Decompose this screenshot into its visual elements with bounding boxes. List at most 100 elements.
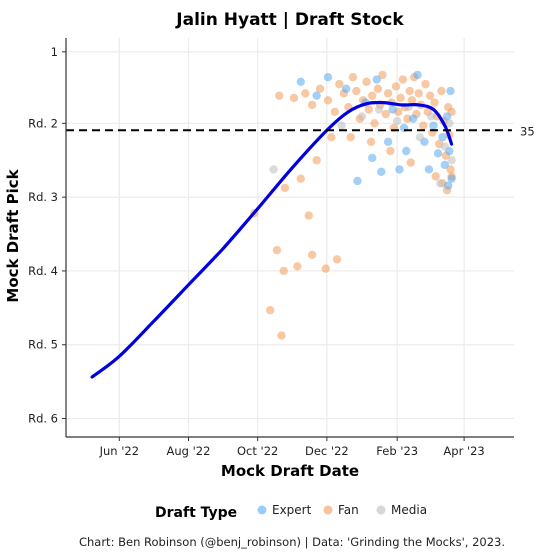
data-point-fan bbox=[335, 79, 344, 89]
legend-label-expert: Expert bbox=[272, 503, 312, 517]
data-point-fan bbox=[378, 70, 387, 80]
data-point-fan bbox=[405, 86, 414, 96]
data-point-media bbox=[440, 142, 450, 151]
data-point-fan bbox=[370, 119, 379, 128]
data-point-media bbox=[357, 112, 367, 121]
data-point-expert bbox=[323, 73, 333, 82]
x-tick-label: Apr '23 bbox=[443, 444, 484, 458]
data-point-fan bbox=[364, 105, 374, 114]
data-point-media bbox=[445, 119, 454, 128]
data-point-expert bbox=[353, 176, 362, 186]
data-point-expert bbox=[440, 160, 450, 170]
data-point-fan bbox=[373, 84, 383, 93]
data-point-fan bbox=[272, 245, 282, 255]
data-point-fan bbox=[398, 75, 408, 84]
x-tick-label: Feb '23 bbox=[376, 444, 418, 458]
data-point-fan bbox=[406, 158, 415, 167]
data-point-expert bbox=[447, 174, 456, 183]
x-tick-label: Oct '22 bbox=[237, 444, 278, 458]
data-point-fan bbox=[396, 93, 405, 103]
data-point-media bbox=[447, 156, 456, 165]
y-tick-label: Rd. 5 bbox=[28, 338, 58, 352]
data-point-expert bbox=[408, 114, 418, 123]
legend-key-fan bbox=[323, 505, 333, 515]
data-point-expert bbox=[383, 137, 393, 146]
data-point-expert bbox=[413, 70, 422, 80]
y-axis-title: Mock Draft Pick bbox=[4, 168, 22, 302]
data-point-expert bbox=[402, 146, 411, 156]
data-point-fan bbox=[425, 91, 435, 100]
data-point-fan bbox=[431, 172, 440, 181]
data-point-expert bbox=[395, 165, 404, 174]
data-point-fan bbox=[391, 82, 401, 91]
data-point-media bbox=[415, 132, 425, 142]
data-point-fan bbox=[265, 305, 275, 315]
scatter-points bbox=[250, 70, 456, 340]
y-tick-label: 1 bbox=[51, 45, 58, 59]
y-tick-label: Rd. 4 bbox=[28, 264, 58, 278]
reference-line-layer: 35 bbox=[66, 124, 535, 138]
data-point-fan bbox=[362, 77, 371, 87]
data-point-expert bbox=[442, 112, 452, 121]
data-point-fan bbox=[321, 264, 330, 273]
data-point-fan bbox=[332, 255, 342, 264]
data-point-expert bbox=[433, 149, 443, 158]
data-point-fan bbox=[277, 331, 286, 340]
data-point-fan bbox=[368, 91, 377, 100]
data-point-fan bbox=[414, 89, 423, 98]
data-point-expert bbox=[438, 132, 447, 142]
data-point-fan bbox=[307, 100, 317, 110]
data-point-expert bbox=[429, 121, 438, 130]
x-tick-label: Aug '22 bbox=[167, 444, 211, 458]
data-point-fan bbox=[312, 156, 321, 165]
data-point-fan bbox=[348, 73, 358, 82]
data-point-expert bbox=[312, 91, 321, 100]
data-point-fan bbox=[327, 132, 336, 142]
data-point-expert bbox=[377, 167, 386, 176]
legend-label-fan: Fan bbox=[338, 503, 359, 517]
reference-line-label: 35 bbox=[520, 124, 535, 138]
data-point-expert bbox=[444, 181, 453, 190]
data-point-media bbox=[427, 112, 436, 121]
legend: Draft Type Expert Fan Media bbox=[155, 503, 427, 521]
data-point-expert bbox=[372, 75, 381, 84]
data-point-fan bbox=[330, 107, 339, 117]
data-point-fan bbox=[275, 91, 284, 100]
data-point-fan bbox=[407, 96, 417, 105]
data-point-fan bbox=[301, 89, 310, 98]
trend-line bbox=[90, 100, 454, 379]
data-point-fan bbox=[386, 146, 395, 156]
chart-title: Jalin Hyatt | Draft Stock bbox=[175, 10, 404, 30]
data-point-fan bbox=[279, 266, 288, 276]
data-point-fan bbox=[346, 132, 355, 142]
data-point-fan bbox=[296, 174, 305, 183]
data-point-fan bbox=[289, 93, 299, 103]
data-point-media bbox=[337, 121, 346, 130]
y-tick-label: Rd. 6 bbox=[28, 412, 58, 426]
data-point-expert bbox=[388, 105, 397, 114]
trend-line-layer bbox=[90, 100, 454, 379]
data-point-expert bbox=[368, 153, 377, 163]
data-point-fan bbox=[280, 183, 290, 193]
data-point-fan bbox=[307, 250, 317, 259]
data-point-expert bbox=[296, 77, 305, 87]
data-point-media bbox=[374, 105, 384, 114]
data-point-expert bbox=[424, 165, 434, 174]
data-point-fan bbox=[419, 121, 428, 130]
data-point-fan bbox=[304, 211, 313, 220]
data-point-fan bbox=[437, 86, 446, 96]
data-point-fan bbox=[293, 262, 302, 271]
data-point-fan bbox=[430, 98, 439, 107]
data-point-fan bbox=[315, 84, 325, 93]
legend-key-expert bbox=[257, 505, 267, 515]
data-point-fan bbox=[383, 89, 393, 98]
data-point-fan bbox=[323, 96, 333, 105]
legend-title: Draft Type bbox=[155, 505, 237, 521]
data-point-fan bbox=[366, 137, 376, 146]
data-point-fan bbox=[352, 86, 361, 96]
x-axis-title: Mock Draft Date bbox=[221, 462, 359, 480]
x-tick-label: Dec '22 bbox=[305, 444, 349, 458]
legend-label-media: Media bbox=[391, 503, 427, 517]
data-point-fan bbox=[446, 165, 455, 174]
